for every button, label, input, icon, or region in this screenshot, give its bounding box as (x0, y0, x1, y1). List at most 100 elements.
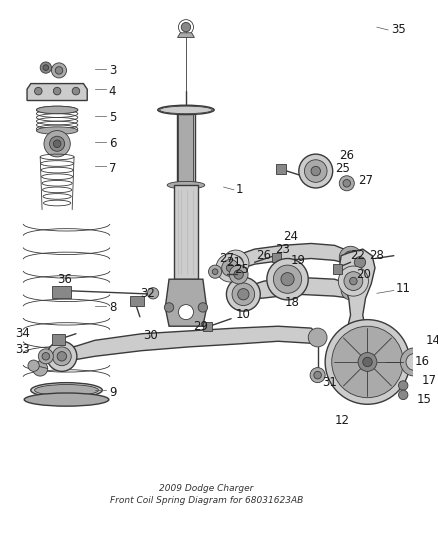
Circle shape (400, 348, 429, 376)
Circle shape (325, 320, 410, 404)
Text: 17: 17 (422, 374, 437, 387)
Circle shape (216, 254, 244, 282)
Polygon shape (62, 326, 321, 362)
Circle shape (406, 353, 423, 370)
Circle shape (33, 361, 48, 376)
Circle shape (57, 352, 67, 361)
Circle shape (43, 65, 49, 70)
Text: 25: 25 (336, 161, 350, 175)
Text: 19: 19 (290, 254, 305, 267)
Circle shape (181, 22, 191, 32)
Circle shape (44, 131, 70, 157)
Circle shape (72, 87, 80, 95)
Text: 21: 21 (226, 256, 241, 269)
Text: 30: 30 (144, 329, 159, 342)
Text: 4: 4 (109, 85, 117, 98)
Circle shape (350, 277, 357, 285)
Bar (178, 112, 194, 183)
Circle shape (229, 265, 248, 284)
Circle shape (343, 180, 350, 187)
Text: 28: 28 (369, 249, 384, 262)
Circle shape (344, 251, 357, 264)
Circle shape (55, 67, 63, 74)
Circle shape (267, 259, 308, 300)
Circle shape (35, 87, 42, 95)
Circle shape (339, 176, 354, 191)
Circle shape (42, 352, 49, 360)
Circle shape (40, 62, 52, 73)
Circle shape (308, 328, 327, 347)
Text: 10: 10 (236, 309, 251, 321)
Circle shape (28, 360, 39, 372)
Text: 16: 16 (414, 356, 430, 368)
Circle shape (212, 269, 218, 274)
Polygon shape (131, 296, 144, 305)
Text: 1: 1 (236, 183, 244, 196)
Circle shape (346, 286, 355, 295)
Circle shape (226, 264, 234, 272)
Ellipse shape (35, 384, 99, 396)
Text: 25: 25 (234, 263, 249, 276)
Ellipse shape (31, 383, 102, 398)
Text: 27: 27 (358, 174, 373, 187)
Bar (174, 185, 198, 279)
Ellipse shape (159, 106, 212, 114)
Text: 32: 32 (140, 287, 155, 300)
Circle shape (53, 140, 61, 148)
Circle shape (363, 357, 372, 367)
Text: 11: 11 (396, 282, 411, 295)
Circle shape (49, 136, 65, 151)
Circle shape (232, 283, 254, 305)
Circle shape (52, 63, 67, 78)
Circle shape (399, 390, 408, 400)
Ellipse shape (36, 127, 78, 134)
Circle shape (148, 288, 159, 299)
Circle shape (299, 154, 333, 188)
Circle shape (304, 160, 327, 182)
Circle shape (273, 265, 302, 293)
Circle shape (38, 349, 53, 364)
Text: 5: 5 (109, 111, 116, 124)
Polygon shape (333, 264, 342, 273)
Circle shape (53, 347, 71, 366)
Circle shape (310, 368, 325, 383)
Text: 14: 14 (426, 334, 438, 347)
Polygon shape (203, 321, 212, 331)
Circle shape (354, 256, 366, 268)
Text: 26: 26 (339, 149, 354, 161)
Circle shape (238, 288, 249, 300)
Polygon shape (27, 84, 87, 101)
Circle shape (311, 166, 321, 176)
Polygon shape (165, 279, 207, 326)
Circle shape (232, 260, 240, 267)
Text: 7: 7 (109, 161, 117, 175)
Text: 31: 31 (322, 376, 337, 389)
Ellipse shape (167, 181, 205, 189)
Circle shape (281, 272, 294, 286)
Text: 24: 24 (283, 230, 298, 244)
Circle shape (358, 352, 377, 372)
Circle shape (208, 265, 222, 278)
Circle shape (234, 270, 244, 279)
Circle shape (178, 304, 194, 320)
Text: 8: 8 (109, 301, 116, 314)
Polygon shape (234, 244, 353, 270)
Circle shape (332, 326, 403, 398)
Text: 20: 20 (356, 268, 371, 281)
Circle shape (164, 303, 174, 312)
Text: 34: 34 (15, 327, 30, 340)
Ellipse shape (24, 393, 109, 406)
Circle shape (223, 250, 249, 277)
Text: 2009 Dodge Charger
Front Coil Spring Diagram for 68031623AB: 2009 Dodge Charger Front Coil Spring Dia… (110, 484, 303, 505)
Circle shape (47, 341, 77, 372)
Text: 27: 27 (219, 252, 234, 265)
Polygon shape (337, 249, 375, 378)
Text: 29: 29 (194, 320, 208, 333)
Text: 15: 15 (417, 393, 431, 406)
Text: 33: 33 (15, 343, 29, 356)
Text: 35: 35 (391, 23, 406, 36)
Circle shape (339, 246, 362, 269)
Circle shape (314, 372, 321, 379)
Polygon shape (272, 253, 281, 262)
Bar (177, 110, 195, 185)
